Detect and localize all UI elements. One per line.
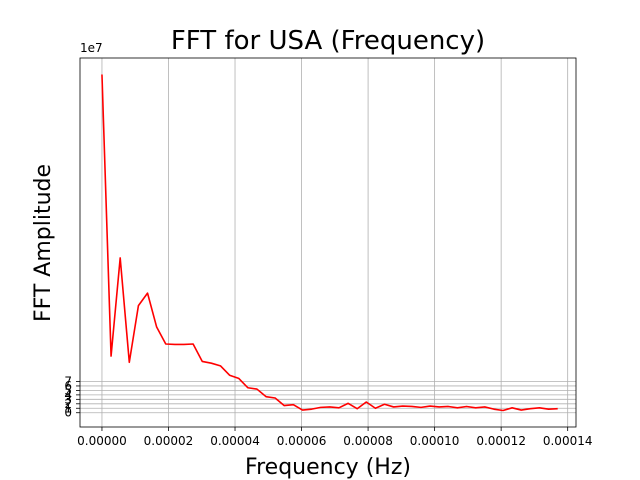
x-tick-label: 0.00010 <box>410 434 460 448</box>
x-tick-label: 0.00008 <box>343 434 393 448</box>
y-tick-label: 7 <box>64 374 72 388</box>
series-line <box>101 74 558 412</box>
y-tick-label: 4 <box>64 388 72 402</box>
chart-title: FFT for USA (Frequency) <box>171 26 485 56</box>
x-tick-label: 0.00012 <box>476 434 526 448</box>
y-tick-label: 0 <box>64 406 72 420</box>
x-tick-label: 0.00014 <box>543 434 593 448</box>
x-axis-label: Frequency (Hz) <box>245 455 411 480</box>
x-axis-ticks: 0.00000 0.00002 0.00004 0.00006 0.00008 0.000… <box>77 427 592 448</box>
y-tick-label: 1 <box>64 401 72 415</box>
y-axis-label: FFT Amplitude <box>31 164 56 322</box>
y-tick-label: 6 <box>64 379 72 393</box>
y-tick-label: 5 <box>64 383 72 397</box>
y-tick-label: 3 <box>64 392 72 406</box>
plot-frame <box>79 57 577 428</box>
x-tick-label: 0.00004 <box>210 434 260 448</box>
series-lines <box>101 74 558 412</box>
x-tick-label: 0.00000 <box>77 434 127 448</box>
y-offset-label: 1e7 <box>80 41 103 55</box>
x-tick-label: 0.00006 <box>277 434 327 448</box>
y-tick-label: 2 <box>64 397 72 411</box>
x-tick-label: 0.00002 <box>144 434 194 448</box>
grid-lines <box>80 58 576 427</box>
